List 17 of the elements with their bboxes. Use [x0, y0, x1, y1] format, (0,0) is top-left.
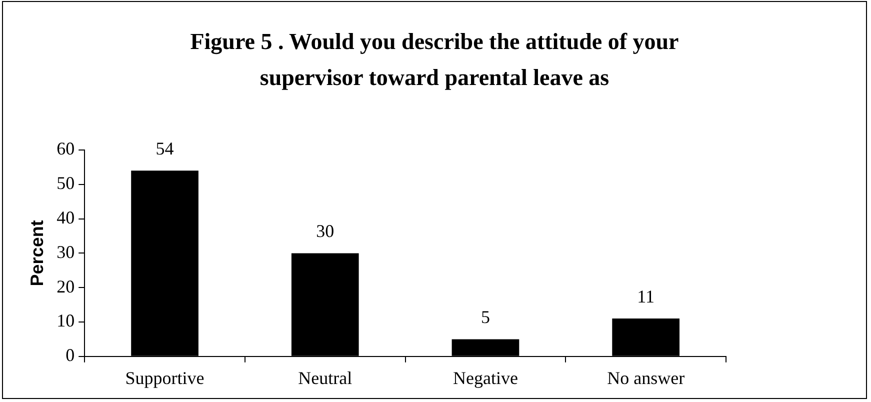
- y-tick-label: 60: [56, 138, 75, 159]
- y-tick-label: 20: [56, 276, 75, 296]
- y-tick-label: 40: [56, 208, 75, 228]
- y-tick-label: 0: [66, 345, 75, 366]
- data-label: 5: [480, 306, 490, 327]
- x-tick-label: Negative: [452, 368, 518, 388]
- y-tick-label: 10: [56, 310, 75, 331]
- y-tick-label: 30: [56, 242, 75, 262]
- y-tick-label: 50: [56, 173, 75, 194]
- data-label: 30: [316, 220, 334, 241]
- x-tick-label: No answer: [607, 368, 685, 388]
- data-label: 54: [156, 138, 174, 158]
- chart-title: Figure 5 . Would you describe the attitude of your supervisor toward parental leave as: [189, 28, 680, 92]
- y-axis-title: Percent: [26, 220, 47, 286]
- x-tick-label: Neutral: [298, 368, 352, 388]
- x-tick-label: Supportive: [125, 368, 204, 388]
- data-label: 11: [637, 286, 654, 306]
